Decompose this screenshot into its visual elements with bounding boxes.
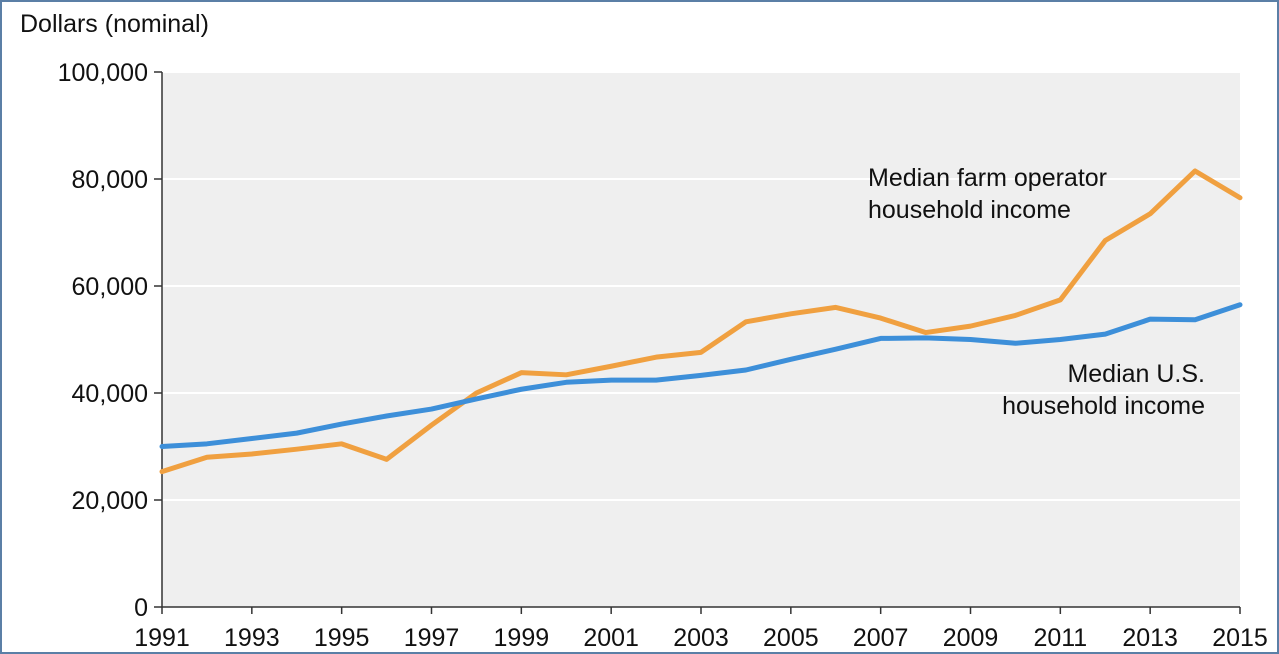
x-ticks: 1991 1993 1995 1997 1999 2001 2003 2005 2007 2009… — [134, 607, 1268, 652]
x-tick-label: 1993 — [224, 624, 280, 652]
x-tick-label: 2003 — [673, 624, 729, 652]
x-tick-label: 2001 — [583, 624, 639, 652]
y-tick-label: 100,000 — [58, 59, 148, 87]
y-tick-label: 40,000 — [72, 380, 148, 408]
x-tick-label: 1991 — [134, 624, 190, 652]
series-annotation-label: Median U.S. — [1067, 360, 1205, 388]
series-annotation-label: Median farm operator — [868, 164, 1107, 192]
x-tick-label: 1995 — [314, 624, 370, 652]
y-ticks: 0 20,000 40,000 60,000 80,000 100,000 — [58, 59, 162, 622]
x-tick-label: 2007 — [853, 624, 909, 652]
y-tick-label: 80,000 — [72, 166, 148, 194]
x-tick-label: 2005 — [763, 624, 819, 652]
x-tick-label: 2011 — [1033, 624, 1087, 652]
series-annotations: Median farm operator household income Medi… — [868, 164, 1205, 420]
y-tick-label: 20,000 — [72, 487, 148, 515]
series-annotation-label: household income — [868, 196, 1071, 224]
x-tick-label: 1997 — [404, 624, 460, 652]
x-tick-label: 1999 — [494, 624, 550, 652]
x-tick-label: 2013 — [1122, 624, 1178, 652]
x-tick-label: 2015 — [1212, 624, 1268, 652]
x-tick-label: 2009 — [943, 624, 999, 652]
series-annotation-label: household income — [1002, 392, 1205, 420]
series-lines — [159, 168, 1243, 475]
y-tick-label: 0 — [134, 594, 148, 622]
series-line — [159, 168, 1243, 475]
gridlines — [162, 71, 1240, 501]
y-tick-label: 60,000 — [72, 273, 148, 301]
series-line — [159, 302, 1243, 449]
y-axis-label: Dollars (nominal) — [20, 10, 209, 38]
